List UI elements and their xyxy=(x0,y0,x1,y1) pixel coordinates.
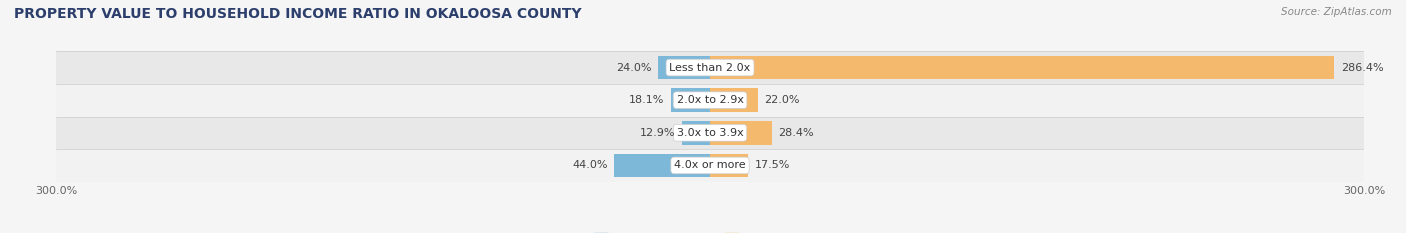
Text: 18.1%: 18.1% xyxy=(628,95,664,105)
Text: Less than 2.0x: Less than 2.0x xyxy=(669,63,751,72)
Bar xyxy=(56,149,1364,182)
Text: 3.0x to 3.9x: 3.0x to 3.9x xyxy=(676,128,744,138)
Text: 4.0x or more: 4.0x or more xyxy=(675,161,745,170)
Text: 2.0x to 2.9x: 2.0x to 2.9x xyxy=(676,95,744,105)
Text: 28.4%: 28.4% xyxy=(779,128,814,138)
Text: 286.4%: 286.4% xyxy=(1341,63,1384,72)
Bar xyxy=(671,89,710,112)
Bar xyxy=(56,116,1364,149)
Legend: Without Mortgage, With Mortgage: Without Mortgage, With Mortgage xyxy=(589,229,831,233)
Text: 44.0%: 44.0% xyxy=(572,161,607,170)
Bar xyxy=(614,154,710,177)
Bar xyxy=(56,51,1364,84)
Text: PROPERTY VALUE TO HOUSEHOLD INCOME RATIO IN OKALOOSA COUNTY: PROPERTY VALUE TO HOUSEHOLD INCOME RATIO… xyxy=(14,7,582,21)
Bar xyxy=(710,121,772,144)
Text: 12.9%: 12.9% xyxy=(640,128,675,138)
Text: 22.0%: 22.0% xyxy=(765,95,800,105)
Bar xyxy=(56,84,1364,116)
Text: Source: ZipAtlas.com: Source: ZipAtlas.com xyxy=(1281,7,1392,17)
Bar xyxy=(710,154,748,177)
Text: 24.0%: 24.0% xyxy=(616,63,651,72)
Bar xyxy=(710,56,1334,79)
Bar xyxy=(710,89,758,112)
Bar xyxy=(658,56,710,79)
Bar xyxy=(682,121,710,144)
Text: 17.5%: 17.5% xyxy=(755,161,790,170)
